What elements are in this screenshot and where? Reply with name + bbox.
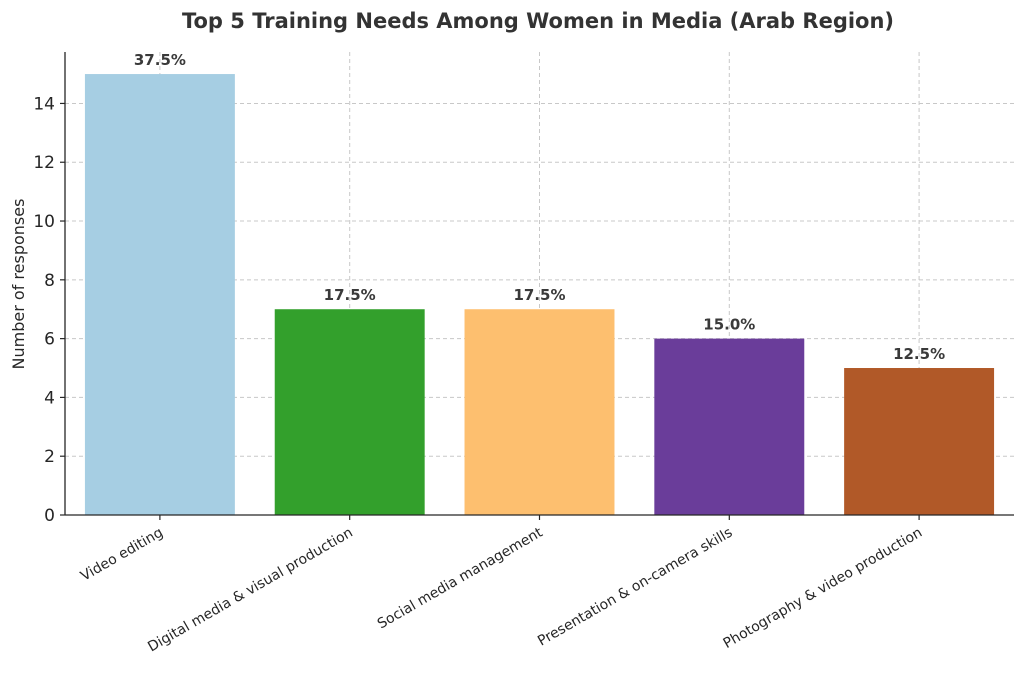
- data-label: 17.5%: [513, 286, 565, 304]
- bar: [84, 74, 235, 516]
- y-tick-label: 0: [44, 506, 55, 526]
- x-tick-label: Social media management: [375, 524, 546, 632]
- axes: [60, 52, 1014, 520]
- data-label: 17.5%: [324, 286, 376, 304]
- x-tick-label: Video editing: [78, 525, 166, 585]
- x-tick-label: Photography & video production: [721, 525, 925, 652]
- bars: [84, 74, 995, 516]
- chart-title: Top 5 Training Needs Among Women in Medi…: [182, 9, 894, 33]
- x-tick-label: Presentation & on-camera skills: [535, 525, 735, 650]
- y-tick-label: 2: [44, 447, 55, 467]
- y-tick-label: 12: [33, 153, 55, 173]
- y-tick-label: 10: [33, 212, 55, 232]
- bar: [274, 309, 425, 515]
- bar: [464, 309, 615, 515]
- y-tick-label: 8: [44, 271, 55, 291]
- y-tick-label: 4: [44, 388, 55, 408]
- data-label: 12.5%: [893, 345, 945, 363]
- y-tick-label: 14: [33, 94, 55, 114]
- data-label: 15.0%: [703, 316, 755, 334]
- x-tick-label: Digital media & visual production: [145, 525, 355, 656]
- bar: [654, 338, 805, 515]
- y-tick-label: 6: [44, 330, 55, 350]
- y-axis-label: Number of responses: [9, 199, 28, 370]
- data-label: 37.5%: [134, 51, 186, 69]
- bar: [844, 368, 995, 515]
